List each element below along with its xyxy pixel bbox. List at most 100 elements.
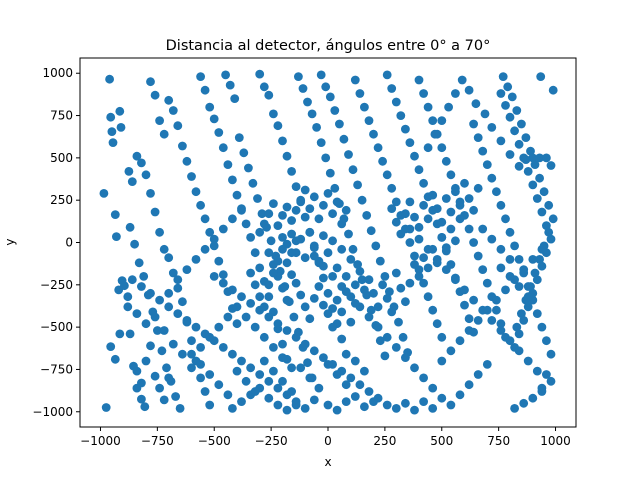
data-point xyxy=(99,189,109,198)
data-point xyxy=(528,180,538,190)
data-point xyxy=(250,280,260,290)
data-point xyxy=(396,283,406,293)
data-point xyxy=(137,158,146,168)
data-point xyxy=(521,155,531,165)
data-point xyxy=(423,143,433,153)
data-point xyxy=(378,280,387,290)
data-point xyxy=(116,123,126,132)
x-tick-label: 250 xyxy=(373,434,396,448)
data-point xyxy=(237,204,246,214)
y-tick-label: −750 xyxy=(40,362,73,376)
data-point xyxy=(323,360,333,369)
data-point xyxy=(487,173,497,183)
data-point xyxy=(341,287,351,296)
data-point xyxy=(480,109,490,119)
data-point xyxy=(339,134,349,144)
data-point xyxy=(487,123,497,132)
data-point xyxy=(544,200,554,210)
data-point xyxy=(455,200,465,210)
data-point xyxy=(137,378,146,388)
data-point xyxy=(300,339,310,349)
data-point xyxy=(371,241,381,251)
data-point xyxy=(291,400,301,410)
data-point xyxy=(269,366,278,376)
data-point xyxy=(546,376,556,386)
data-point xyxy=(526,146,535,156)
data-point xyxy=(535,153,544,163)
x-tick-label: −500 xyxy=(198,434,231,448)
data-point xyxy=(364,387,374,396)
x-tick-label: 500 xyxy=(430,434,453,448)
data-point xyxy=(496,263,506,273)
data-point xyxy=(191,322,201,332)
data-point xyxy=(282,405,292,415)
data-point xyxy=(187,363,196,373)
data-point xyxy=(401,209,410,219)
y-axis-label: y xyxy=(3,238,17,245)
data-point xyxy=(528,393,538,403)
data-point xyxy=(460,285,469,295)
data-point xyxy=(332,295,342,305)
data-point xyxy=(532,309,542,318)
data-point xyxy=(437,217,447,227)
data-point xyxy=(364,116,374,125)
data-point xyxy=(155,295,165,305)
data-point xyxy=(528,153,538,163)
data-point xyxy=(423,214,433,224)
data-point xyxy=(228,285,237,295)
data-point xyxy=(380,351,390,361)
data-point xyxy=(273,121,283,131)
data-point xyxy=(205,227,215,237)
data-point xyxy=(341,205,351,215)
data-point xyxy=(457,75,467,85)
data-point xyxy=(437,332,447,342)
data-point xyxy=(396,111,406,120)
data-point xyxy=(464,194,474,203)
data-point xyxy=(380,272,390,281)
data-point xyxy=(391,197,401,207)
data-point xyxy=(428,305,438,315)
data-point xyxy=(239,148,249,158)
data-point xyxy=(255,227,265,237)
data-point xyxy=(123,292,133,302)
data-point xyxy=(124,167,134,176)
data-point xyxy=(382,294,392,303)
data-point xyxy=(273,319,283,329)
data-point xyxy=(264,312,274,322)
data-point xyxy=(375,256,385,266)
data-point xyxy=(159,129,169,139)
data-point xyxy=(451,275,460,285)
data-point xyxy=(291,182,301,192)
data-point xyxy=(348,244,358,254)
data-point xyxy=(405,138,415,148)
data-point xyxy=(200,214,210,224)
data-point xyxy=(196,343,206,352)
data-point xyxy=(332,405,342,415)
data-point xyxy=(517,309,526,318)
data-point xyxy=(114,285,124,295)
data-point xyxy=(173,275,183,285)
data-point xyxy=(473,183,483,193)
data-point xyxy=(221,70,231,80)
data-point xyxy=(132,309,142,318)
data-point xyxy=(214,380,224,390)
data-point xyxy=(446,346,456,356)
data-point xyxy=(232,302,242,312)
data-point xyxy=(394,317,403,327)
data-point xyxy=(273,383,283,393)
data-point xyxy=(205,370,215,379)
data-point xyxy=(391,268,401,278)
data-point xyxy=(419,200,428,210)
data-point xyxy=(155,383,165,393)
x-tick-label: 0 xyxy=(324,434,332,448)
data-point xyxy=(241,312,251,322)
data-point xyxy=(473,370,483,379)
data-point xyxy=(348,165,358,175)
data-point xyxy=(337,219,347,229)
data-point xyxy=(510,126,519,136)
data-point xyxy=(514,161,524,171)
data-point xyxy=(250,387,260,396)
data-point xyxy=(110,210,120,220)
data-point xyxy=(357,195,367,205)
data-point xyxy=(196,72,206,81)
